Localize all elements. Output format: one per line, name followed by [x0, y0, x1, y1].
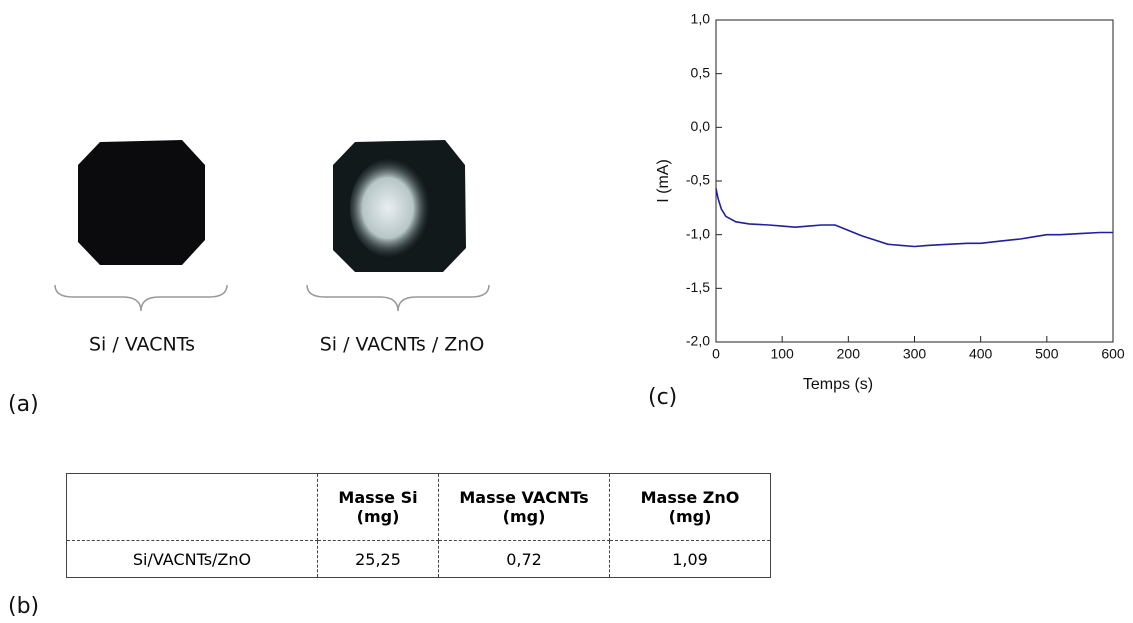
- x-tick-label: 400: [969, 346, 993, 362]
- x-tick-label: 300: [903, 346, 927, 362]
- header-row: Masse Si (mg) Masse VACNTs (mg) Masse Zn…: [66, 473, 771, 541]
- data-row: Si/VACNTs/ZnO 25,25 0,72 1,09: [66, 540, 771, 578]
- panel-label: (a): [8, 392, 39, 417]
- header-cell: Masse Si (mg): [317, 473, 439, 541]
- zno-deposit: [350, 158, 434, 258]
- caption: Si / VACNTs: [89, 334, 195, 356]
- photo-si-vacnts: [78, 140, 205, 265]
- x-axis-label: Temps (s): [803, 376, 873, 393]
- y-tick-label: -0,5: [686, 172, 710, 188]
- x-tick-label: 200: [837, 346, 861, 362]
- panel-label: (c): [648, 385, 677, 410]
- y-tick-label: 0,0: [691, 118, 711, 134]
- plot-frame: [715, 19, 1114, 343]
- header-cell: [66, 473, 318, 541]
- brace: [306, 284, 490, 312]
- cell: 1,09: [609, 540, 771, 578]
- y-tick-label: -1,5: [686, 279, 710, 295]
- y-tick-label: -1,0: [686, 225, 710, 241]
- y-tick-label: -2,0: [686, 333, 710, 349]
- mass-table: Masse Si (mg) Masse VACNTs (mg) Masse Zn…: [66, 473, 771, 578]
- cell: 0,72: [438, 540, 610, 578]
- cell: 25,25: [317, 540, 439, 578]
- caption: Si / VACNTs / ZnO: [320, 334, 485, 356]
- header-cell: Masse ZnO (mg): [609, 473, 771, 541]
- panel-label: (b): [8, 594, 39, 619]
- current-line: [715, 188, 1113, 248]
- cell: Si/VACNTs/ZnO: [66, 540, 318, 578]
- x-tick-label: 500: [1035, 346, 1059, 362]
- y-tick-label: 1,0: [691, 11, 711, 27]
- x-tick-label: 0: [712, 346, 720, 362]
- header-cell: Masse VACNTs (mg): [438, 473, 610, 541]
- y-tick-label: 0,5: [691, 64, 711, 80]
- brace: [54, 284, 228, 312]
- x-tick-label: 100: [770, 346, 794, 362]
- y-axis-label: I (mA): [655, 159, 672, 203]
- x-tick-label: 600: [1101, 346, 1125, 362]
